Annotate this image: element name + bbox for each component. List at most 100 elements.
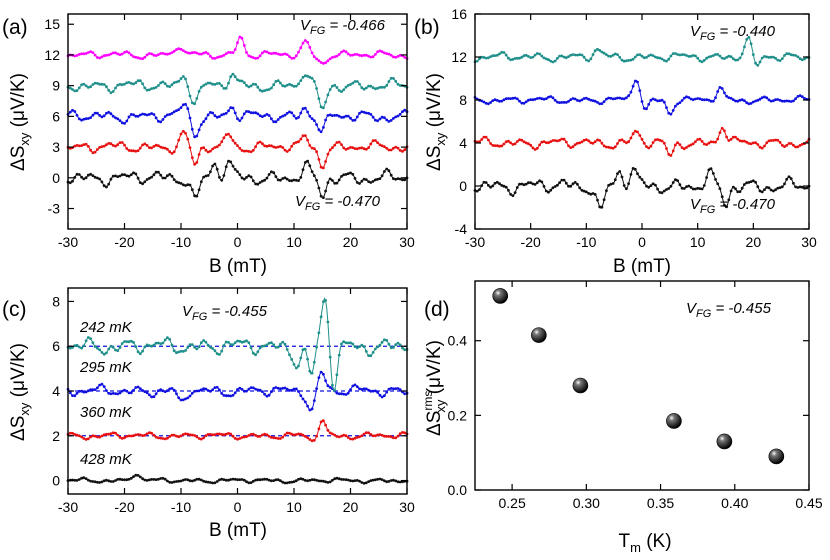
data-point bbox=[789, 100, 793, 103]
data-point bbox=[723, 57, 726, 60]
data-point bbox=[398, 112, 402, 116]
data-point bbox=[157, 389, 160, 392]
x-tick-label: 30 bbox=[399, 234, 415, 250]
data-point bbox=[756, 63, 760, 67]
data-point bbox=[656, 138, 659, 141]
data-point bbox=[482, 56, 486, 59]
data-point bbox=[507, 97, 510, 100]
data-point bbox=[340, 143, 343, 147]
data-point bbox=[396, 82, 400, 86]
data-point bbox=[645, 184, 648, 188]
data-point bbox=[600, 102, 604, 105]
data-point bbox=[600, 141, 604, 145]
data-point bbox=[206, 81, 210, 85]
x-tick-label: 20 bbox=[343, 499, 359, 515]
data-point bbox=[763, 188, 766, 192]
data-point bbox=[68, 346, 72, 350]
series-points-teal bbox=[66, 72, 409, 110]
data-point bbox=[783, 99, 786, 103]
data-point bbox=[249, 55, 253, 59]
data-point bbox=[647, 103, 651, 106]
data-point bbox=[154, 478, 158, 481]
data-point bbox=[620, 175, 624, 179]
data-point bbox=[374, 347, 377, 351]
data-point bbox=[593, 193, 597, 196]
data-point bbox=[509, 97, 512, 100]
data-point bbox=[256, 435, 260, 438]
data-point bbox=[220, 178, 224, 182]
data-point bbox=[582, 189, 586, 193]
series-points-red bbox=[473, 126, 811, 157]
data-point bbox=[783, 145, 786, 149]
data-point bbox=[68, 391, 72, 395]
data-point bbox=[279, 53, 282, 57]
data-point bbox=[86, 145, 90, 148]
data-point bbox=[170, 51, 174, 54]
data-point bbox=[240, 436, 244, 439]
data-point bbox=[233, 477, 237, 481]
data-point bbox=[281, 340, 285, 344]
data-point bbox=[222, 344, 226, 347]
data-point bbox=[220, 54, 224, 58]
data-point bbox=[84, 438, 88, 441]
y-tick-label: 8 bbox=[459, 92, 467, 108]
data-point bbox=[166, 52, 169, 56]
x-tick-label: -30 bbox=[58, 234, 78, 250]
data-point bbox=[91, 113, 95, 117]
data-point bbox=[175, 351, 178, 355]
data-point bbox=[482, 100, 486, 104]
data-point bbox=[676, 141, 679, 145]
data-point bbox=[166, 84, 169, 88]
data-point bbox=[80, 476, 83, 480]
data-point bbox=[114, 348, 117, 352]
data-point bbox=[199, 85, 203, 89]
series-points-blue bbox=[66, 102, 409, 139]
data-point bbox=[333, 114, 337, 117]
data-point bbox=[620, 58, 624, 62]
data-point bbox=[371, 139, 375, 143]
data-point bbox=[665, 147, 668, 150]
data-point bbox=[342, 49, 346, 53]
data-point bbox=[738, 190, 742, 194]
data-point bbox=[558, 138, 561, 142]
y-tick-label: 12 bbox=[44, 47, 60, 63]
data-point bbox=[760, 56, 764, 60]
data-point bbox=[340, 175, 343, 178]
data-point bbox=[163, 477, 167, 481]
data-point bbox=[111, 51, 115, 55]
data-point bbox=[256, 182, 260, 186]
data-point bbox=[229, 51, 233, 54]
data-point bbox=[355, 181, 359, 184]
data-point bbox=[335, 373, 339, 377]
data-point bbox=[394, 387, 398, 391]
data-point bbox=[538, 143, 541, 147]
data-point bbox=[491, 184, 495, 188]
data-point bbox=[292, 387, 296, 391]
data-point bbox=[109, 480, 113, 483]
data-point bbox=[687, 184, 691, 188]
data-point bbox=[109, 91, 113, 94]
data-point bbox=[358, 146, 361, 150]
data-point bbox=[580, 53, 584, 57]
data-point bbox=[105, 478, 108, 482]
data-point bbox=[622, 97, 626, 101]
data-point bbox=[238, 146, 242, 150]
data-point bbox=[394, 479, 398, 483]
data-point bbox=[312, 80, 316, 83]
data-point bbox=[86, 51, 90, 54]
data-point bbox=[738, 56, 742, 60]
data-point bbox=[98, 348, 101, 352]
data-point bbox=[233, 141, 237, 145]
data-point bbox=[107, 88, 111, 92]
data-point bbox=[676, 102, 679, 106]
data-point bbox=[294, 479, 298, 483]
data-point bbox=[392, 436, 395, 440]
data-point bbox=[484, 101, 488, 105]
data-point bbox=[96, 56, 99, 59]
data-point bbox=[613, 178, 617, 182]
data-point bbox=[251, 386, 255, 390]
data-point bbox=[524, 141, 528, 145]
panel-b-ylabel: ΔSxy (μV/K) bbox=[424, 73, 448, 171]
data-point bbox=[233, 391, 237, 395]
x-tick-label: 0 bbox=[638, 234, 646, 250]
